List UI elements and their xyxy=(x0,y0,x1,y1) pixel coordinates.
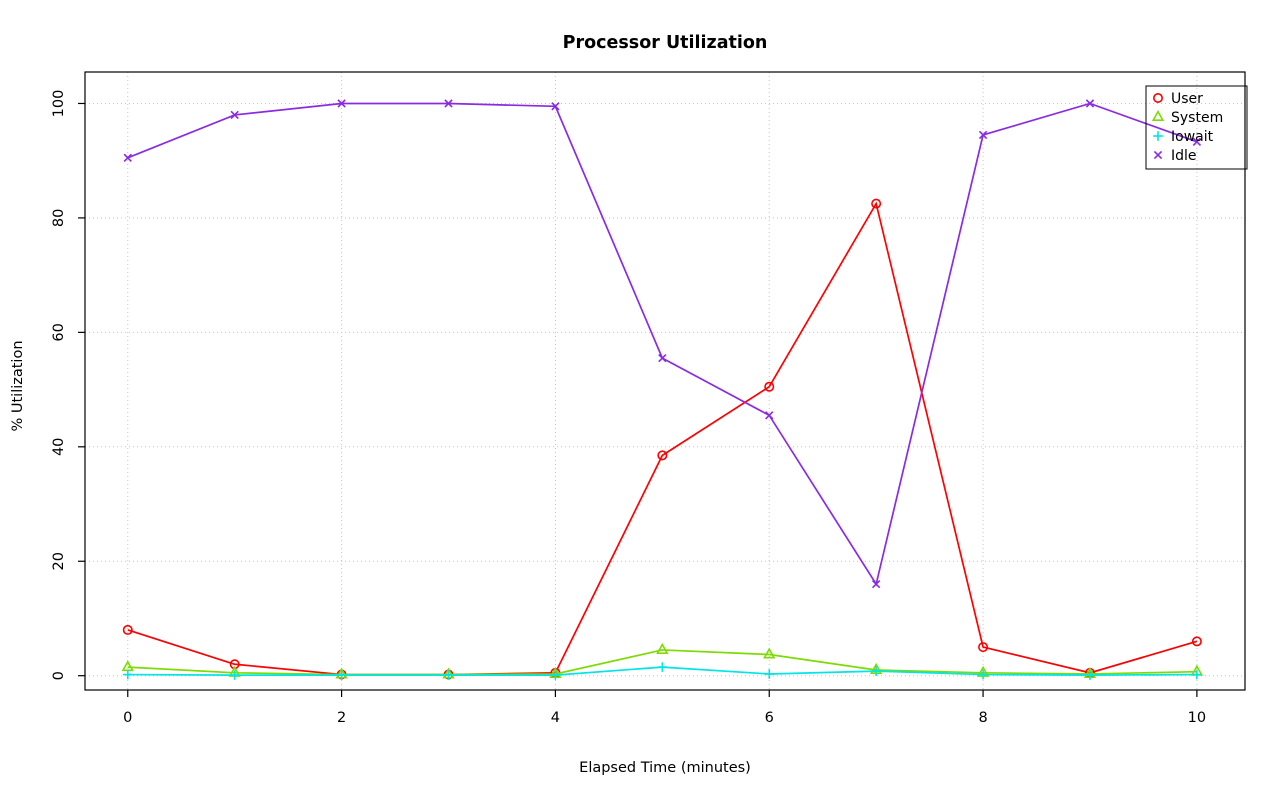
series-line-idle xyxy=(127,102,1198,587)
marker-user xyxy=(657,450,668,461)
x-tick-label-0: 0 xyxy=(123,710,132,726)
data-series xyxy=(121,99,1204,680)
legend-marker-user xyxy=(1153,93,1164,104)
gridlines xyxy=(85,72,1245,690)
marker-idle xyxy=(658,353,667,363)
marker-idle xyxy=(230,110,239,120)
legend: User System Iowait Idle xyxy=(1145,85,1248,170)
y-tick-label-80: 80 xyxy=(51,209,67,227)
chart-title: Processor Utilization xyxy=(563,33,768,53)
marker-user xyxy=(871,198,882,209)
marker-idle xyxy=(765,411,774,420)
marker-idle xyxy=(1085,99,1095,108)
plot-box xyxy=(84,71,1246,691)
legend-item-idle: Idle xyxy=(1171,148,1197,164)
marker-system xyxy=(121,660,134,672)
series-line-user xyxy=(127,201,1198,676)
y-tick-label-40: 40 xyxy=(51,438,67,456)
marker-idle xyxy=(551,102,560,111)
y-tick-label-60: 60 xyxy=(51,323,67,341)
legend-marker-idle xyxy=(1153,150,1163,160)
marker-user xyxy=(978,642,989,653)
marker-idle xyxy=(1192,137,1202,146)
legend-item-iowait: Iowait xyxy=(1171,129,1214,145)
x-tick-label-4: 4 xyxy=(551,710,560,726)
marker-idle xyxy=(871,579,881,589)
legend-item-system: System xyxy=(1171,110,1223,126)
x-tick-label-10: 10 xyxy=(1188,710,1206,726)
marker-system xyxy=(763,647,776,659)
series-line-system xyxy=(127,649,1197,676)
marker-idle xyxy=(123,153,132,162)
legend-box xyxy=(1145,85,1248,170)
y-tick-label-100: 100 xyxy=(51,90,67,118)
legend-marker-system xyxy=(1151,109,1165,121)
marker-user xyxy=(764,381,775,392)
x-axis-label: Elapsed Time (minutes) xyxy=(579,760,751,776)
marker-system xyxy=(656,642,669,654)
x-tick-label-6: 6 xyxy=(765,710,774,726)
x-tick-label-8: 8 xyxy=(978,710,987,726)
marker-idle xyxy=(444,99,453,108)
marker-idle xyxy=(337,99,346,108)
marker-idle xyxy=(978,130,988,140)
legend-item-user: User xyxy=(1171,91,1203,107)
y-axis-label: % Utilization xyxy=(10,340,26,431)
y-tick-label-0: 0 xyxy=(51,671,67,680)
marker-user xyxy=(122,624,133,635)
x-tick-label-2: 2 xyxy=(337,710,346,726)
y-tick-label-20: 20 xyxy=(51,552,67,570)
marker-user xyxy=(1191,636,1202,647)
